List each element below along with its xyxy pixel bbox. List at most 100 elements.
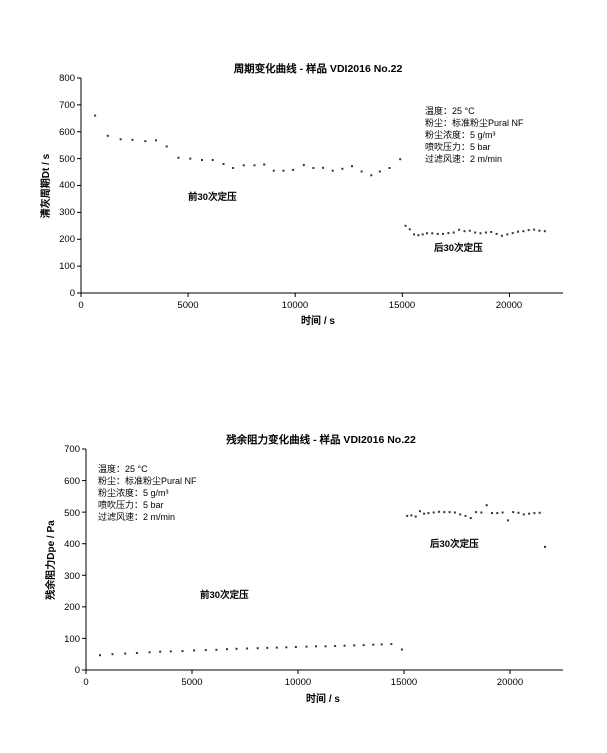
chart2-data-point <box>432 511 435 514</box>
chart1-data-point <box>490 231 493 233</box>
chart2-data-point <box>410 514 413 517</box>
chart2-data-point <box>453 511 456 514</box>
chart1-data-point <box>399 158 402 161</box>
chart1-data-point <box>189 157 192 160</box>
chart2-data-point <box>215 648 218 651</box>
chart2-data-point <box>193 649 196 652</box>
chart2-data-point <box>528 512 531 515</box>
chart2-data-point <box>305 645 308 648</box>
chart1-annotation-last30: 后30次定压 <box>434 242 483 254</box>
chart2-data-point <box>418 510 421 513</box>
chart1-data-point <box>431 232 434 235</box>
chart2-data-point <box>315 645 317 648</box>
chart2-data-point <box>275 646 278 649</box>
chart1-info-line: 粉尘浓度：5 g/m³ <box>425 129 496 140</box>
chart1-data-points <box>94 114 546 237</box>
chart1-data-point <box>468 229 471 232</box>
chart1-data-point <box>484 231 487 234</box>
chart2-y-tick-label: 400 <box>64 539 80 550</box>
chart2-data-point <box>438 510 440 513</box>
chart1-data-point <box>322 166 325 169</box>
chart2-data-point <box>111 653 114 656</box>
chart1-data-point <box>511 232 514 235</box>
chart1-y-tick-label: 500 <box>59 154 75 165</box>
chart1-y-tick-label: 600 <box>59 127 75 138</box>
chart1-data-point <box>426 232 428 235</box>
chart1-data-point <box>417 234 420 237</box>
chart1-data-point <box>527 229 530 232</box>
chart1-info-line: 过滤风速：2 m/min <box>425 153 502 164</box>
chart1-data-point <box>232 167 235 169</box>
chart1-info-line: 温度：25 °C <box>425 105 475 116</box>
chart1-data-point <box>341 167 344 170</box>
chart2-data-point <box>148 651 151 654</box>
chart1-data-point <box>500 234 503 237</box>
chart2-data-point <box>480 511 483 514</box>
chart1-data-point <box>458 228 461 231</box>
chart1-data-point <box>242 164 245 167</box>
chart2-data-point <box>427 512 430 515</box>
chart2-data-point <box>506 519 509 522</box>
chart2-y-tick-label: 100 <box>64 634 80 645</box>
chart1-y-tick-label: 0 <box>70 288 75 299</box>
chart-cycle-time: 周期变化曲线 - 样品 VDI2016 No.22 0 100 200 300 … <box>39 62 563 327</box>
chart2-data-point <box>423 512 426 515</box>
chart1-data-point <box>517 230 519 233</box>
chart1-info-box: 温度：25 °C 粉尘：标准粉尘Pural NF 粉尘浓度：5 g/m³ 喷吹压… <box>425 105 524 164</box>
chart2-data-point <box>124 652 127 655</box>
chart2-data-point <box>459 513 462 516</box>
chart2-info-line: 喷吹压力：5 bar <box>98 499 164 510</box>
chart2-data-point <box>159 650 162 653</box>
chart2-data-point <box>475 511 478 514</box>
chart2-x-tick-label: 0 <box>83 677 88 688</box>
chart2-data-point <box>533 512 536 515</box>
chart1-data-point <box>155 139 157 142</box>
chart2-data-point <box>485 504 488 507</box>
chart1-data-point <box>522 230 525 233</box>
chart1-data-point <box>131 138 134 141</box>
chart2-data-point <box>181 650 184 653</box>
chart2-x-tick-label: 10000 <box>285 677 311 688</box>
chart2-data-point <box>464 514 467 517</box>
chart2-data-point <box>343 644 346 647</box>
chart2-data-point <box>414 515 417 518</box>
chart1-x-tick-label: 20000 <box>496 300 522 311</box>
chart1-y-tick-label: 800 <box>59 73 75 84</box>
chart2-data-point <box>294 646 297 648</box>
chart2-x-axis-label: 时间 / s <box>306 692 340 705</box>
chart2-data-point <box>400 648 403 651</box>
chart1-y-tick-label: 200 <box>59 234 75 245</box>
chart2-info-line: 温度：25 °C <box>98 463 148 474</box>
chart1-data-point <box>331 169 334 172</box>
chart2-data-point <box>538 511 541 514</box>
chart2-tick-marks <box>82 448 511 674</box>
chart2-data-point <box>443 511 446 514</box>
chart1-data-point <box>360 170 363 173</box>
chart2-info-line: 粉尘：标准粉尘Pural NF <box>98 475 197 486</box>
chart1-data-point <box>538 229 541 232</box>
chart1-data-point <box>106 134 109 137</box>
chart2-data-point <box>522 513 525 516</box>
chart1-y-ticks: 0 100 200 300 400 500 600 700 800 <box>59 73 75 299</box>
chart2-data-point <box>226 648 228 651</box>
chart1-x-ticks: 0 5000 10000 15000 20000 <box>78 300 522 311</box>
chart1-data-point <box>292 168 295 171</box>
chart1-data-point <box>302 164 305 167</box>
chart2-info-box: 温度：25 °C 粉尘：标准粉尘Pural NF 粉尘浓度：5 g/m³ 喷吹压… <box>98 463 197 522</box>
chart2-data-point <box>353 644 356 647</box>
chart2-data-point <box>380 643 383 646</box>
chart2-annotation-first30: 前30次定压 <box>200 589 249 601</box>
chart2-data-point <box>256 647 259 650</box>
chart1-data-point <box>370 174 373 177</box>
chart1-data-point <box>177 156 180 159</box>
chart2-data-point <box>491 512 493 515</box>
chart2-y-tick-label: 300 <box>64 571 80 582</box>
chart1-y-tick-label: 300 <box>59 207 75 218</box>
chart1-y-tick-label: 400 <box>59 180 75 191</box>
chart1-data-point <box>421 233 424 236</box>
chart2-y-tick-label: 500 <box>64 508 80 519</box>
chart1-data-point <box>543 230 546 233</box>
chart1-info-line: 粉尘：标准粉尘Pural NF <box>425 117 524 128</box>
chart2-x-tick-label: 5000 <box>181 677 202 688</box>
